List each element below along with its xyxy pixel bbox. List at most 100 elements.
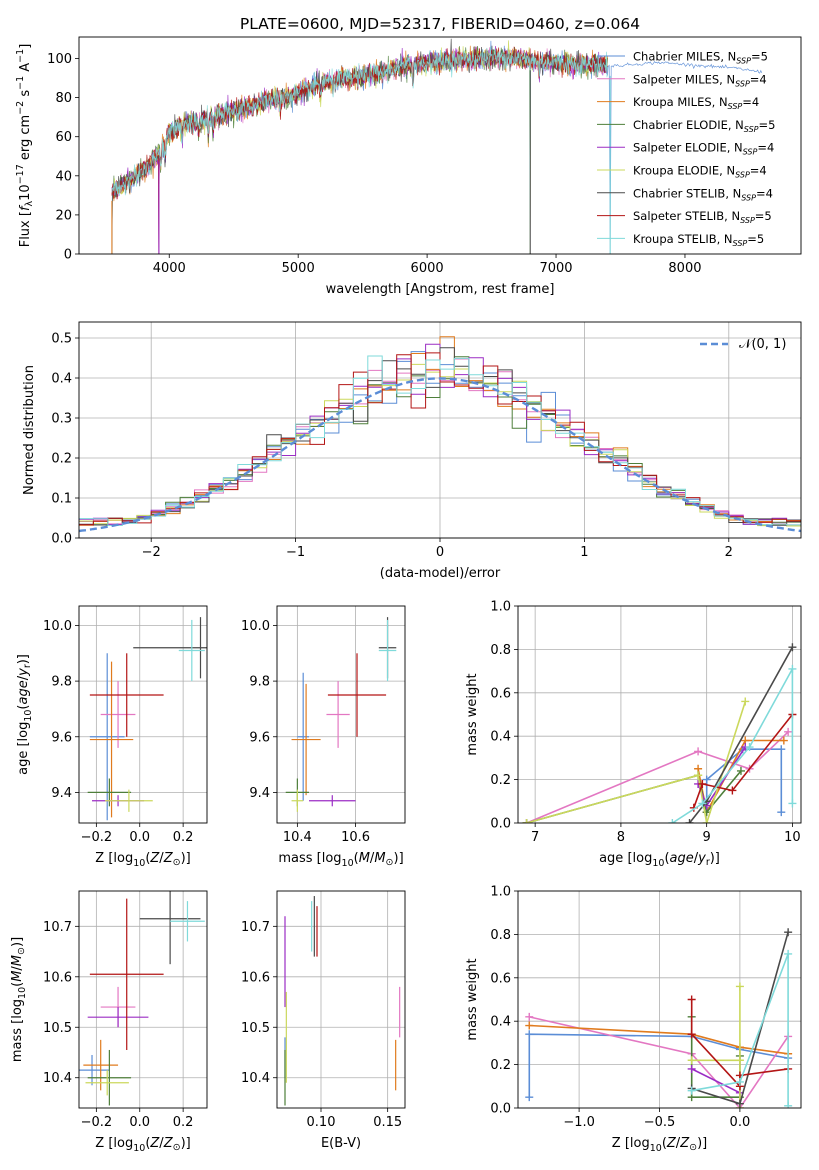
errorbar-point-kroupa-elodie <box>85 1070 129 1096</box>
errorbar-point-kroupa-elodie <box>105 789 153 812</box>
y-tick-label: 0.4 <box>51 372 72 387</box>
weight-marker <box>777 745 786 754</box>
x-tick-label: −1.0 <box>563 1115 595 1130</box>
spectrum-line-kroupa-stelib <box>111 46 608 254</box>
errorbar-point-salpeter-elodie <box>309 795 356 807</box>
axes-frame <box>78 890 208 1109</box>
errorbar-point-kroupa-miles <box>83 1039 119 1091</box>
weight-marker <box>687 995 696 1004</box>
weight-marker <box>525 1093 534 1102</box>
y-tick-label: 0.6 <box>490 971 511 986</box>
y-tick-label: 0.8 <box>490 928 511 943</box>
axes-frame <box>78 36 802 255</box>
errorbar-point-kroupa-elodie <box>291 789 304 812</box>
axes-frame <box>276 890 406 1109</box>
normal-pdf-curve <box>79 377 801 533</box>
weight-marker <box>525 1012 534 1021</box>
y-tick-label: 9.6 <box>51 730 72 745</box>
x-axis-label: E(B-V) <box>321 1136 361 1151</box>
errorbar-point-salpeter-elodie <box>87 1007 149 1028</box>
x-axis-label: Z [log10(Z/Z⊙)] <box>95 1136 190 1154</box>
errorbar-point-chabrier-miles <box>79 1055 110 1086</box>
y-tick-label: 0 <box>64 248 72 263</box>
errorbar-point-kroupa-miles <box>89 661 134 818</box>
weight-marker <box>522 819 531 823</box>
y-tick-label: 10.0 <box>43 619 72 634</box>
legend-label: 𝒩(0, 1) <box>739 337 786 352</box>
y-tick-label: 0.0 <box>490 1102 511 1117</box>
weight-marker <box>735 1056 744 1065</box>
figure-title: PLATE=0600, MJD=52317, FIBERID=0460, z=0… <box>240 15 640 33</box>
y-axis-label: age [log10(age/yr)] <box>16 654 34 775</box>
weight-marker <box>745 743 754 752</box>
legend-label: Salpeter STELIB, NSSP=5 <box>633 209 772 225</box>
legend-label: Kroupa STELIB, NSSP=5 <box>633 232 764 248</box>
x-tick-label: 9 <box>703 830 711 845</box>
y-tick-label: 0.0 <box>490 817 511 832</box>
y-tick-label: 10.4 <box>43 1071 72 1086</box>
y-tick-label: 0.6 <box>490 686 511 701</box>
legend-label: Salpeter ELODIE, NSSP=4 <box>633 141 774 157</box>
residuals-panel: −2 −1 0 1 2 0.0 0.1 0.2 0.3 0.4 0.5 (data-model)/er… <box>22 321 802 581</box>
legend-label: Salpeter MILES, NSSP=4 <box>633 72 767 88</box>
axes-frame <box>276 605 406 824</box>
weight-marker <box>735 982 744 991</box>
x-tick-label: 0.0 <box>129 1115 150 1130</box>
age-vs-mass-panel: 10.4 10.6 9.4 9.6 9.8 10.0 mass [log10(M/M⊙)] <box>241 605 406 869</box>
weight-marker <box>668 819 677 823</box>
weight-marker <box>779 736 788 745</box>
x-tick-label: 4000 <box>153 261 186 276</box>
x-tick-label: 1 <box>580 545 588 560</box>
errorbar-point-chabrier-elodie <box>87 1049 132 1106</box>
y-tick-label: 10.5 <box>241 1021 270 1036</box>
errorbar-point-kroupa-stelib <box>378 619 397 682</box>
x-axis-label: wavelength [Angstrom, rest frame] <box>326 282 555 297</box>
y-tick-label: 9.4 <box>249 786 270 801</box>
weight-marker <box>687 1064 696 1073</box>
weight-vs-age-panel: 7 8 9 10 0.0 0.2 0.4 0.6 0.8 1.0 age [log10(age/yr… <box>465 600 802 869</box>
y-tick-label: 10.7 <box>43 920 72 935</box>
axes-frame <box>517 605 802 824</box>
weight-marker <box>694 771 703 780</box>
x-tick-label: 0 <box>436 545 444 560</box>
x-tick-label: 10.6 <box>341 830 370 845</box>
errorbar-point-kroupa-miles <box>291 683 321 796</box>
weight-marker <box>784 949 793 958</box>
x-tick-label: −0.2 <box>81 830 113 845</box>
mass-vs-extinction-panel: 0.10 0.15 10.4 10.5 10.6 10.7 E(B-V) <box>241 890 406 1151</box>
x-tick-label: 8000 <box>668 261 701 276</box>
weight-marker <box>728 786 737 795</box>
legend-label: Chabrier ELODIE, NSSP=5 <box>633 118 775 134</box>
weight-marker <box>525 1021 534 1030</box>
legend-label: Chabrier STELIB, NSSP=4 <box>633 186 773 202</box>
weight-marker <box>735 1077 744 1086</box>
y-tick-label: 10.4 <box>241 1071 270 1086</box>
errorbar-point-salpeter-stelib <box>89 653 164 737</box>
legend-label: Chabrier MILES, NSSP=5 <box>633 50 768 66</box>
weight-marker <box>735 1099 744 1108</box>
y-tick-label: 0.2 <box>490 1058 511 1073</box>
errorbar-point-kroupa-stelib <box>178 619 205 682</box>
y-tick-label: 9.4 <box>51 786 72 801</box>
weight-marker <box>788 664 797 673</box>
weight-marker <box>698 799 707 808</box>
weight-marker <box>736 766 745 775</box>
y-tick-label: 10.7 <box>241 920 270 935</box>
y-tick-label: 0.0 <box>51 532 72 547</box>
weight-marker <box>702 775 711 784</box>
x-tick-label: 0.2 <box>173 1115 194 1130</box>
y-tick-label: 60 <box>55 130 72 145</box>
age-vs-metallicity-panel: −0.2 0.0 0.2 9.4 9.6 9.8 10.0 Z [log10(Z/Z⊙)] ag… <box>16 605 208 869</box>
y-tick-label: 1.0 <box>490 885 511 900</box>
weight-marker <box>698 779 707 788</box>
errorbar-point-salpeter-stelib <box>327 653 387 737</box>
x-tick-label: 0.2 <box>173 830 194 845</box>
errorbar-point-chabrier-stelib <box>139 891 201 965</box>
weight-marker <box>784 727 793 736</box>
weight-vs-metallicity-panel: −1.0 −0.5 0.0 0.0 0.2 0.4 0.6 0.8 1.0 Z [log10(Z/… <box>465 885 802 1154</box>
y-tick-label: 1.0 <box>490 600 511 615</box>
axes-frame <box>78 605 208 824</box>
x-axis-label: Z [log10(Z/Z⊙)] <box>612 1136 707 1154</box>
residual-histogram-kroupa-stelib <box>79 355 801 526</box>
